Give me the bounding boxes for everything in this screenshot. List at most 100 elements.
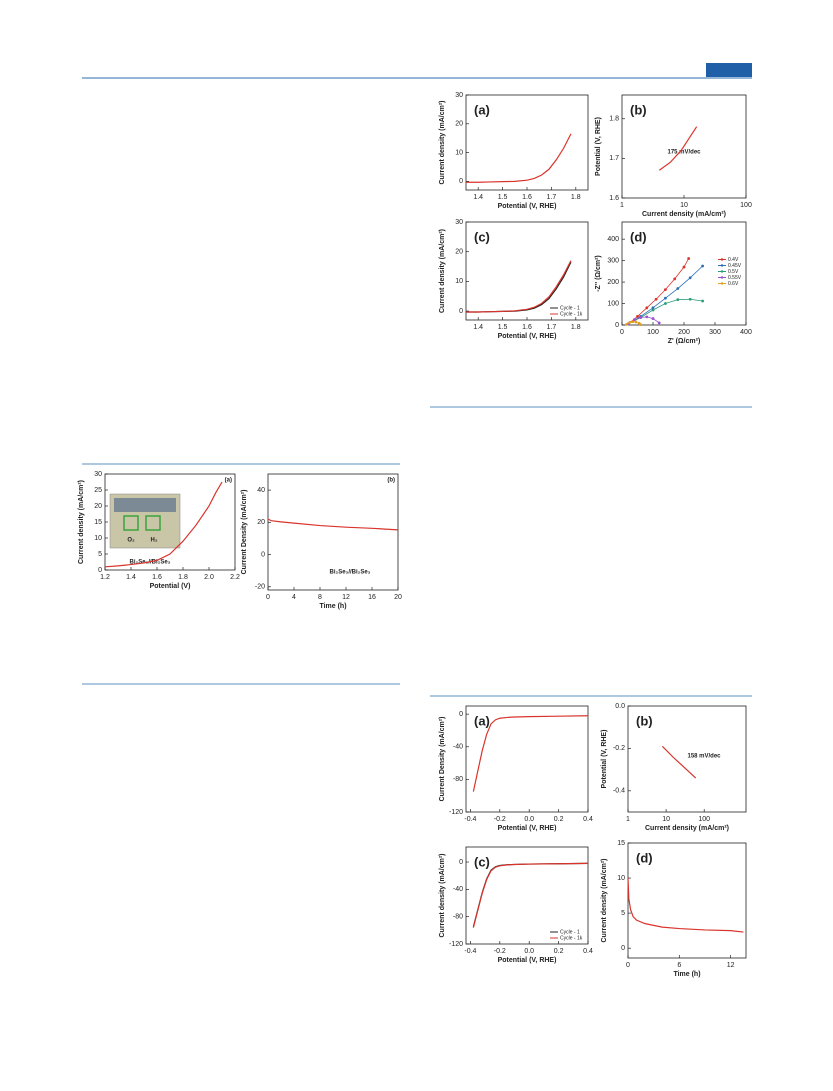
legend-label: 0.4V bbox=[728, 257, 739, 263]
panel-label: (a) bbox=[474, 713, 490, 728]
data-point bbox=[645, 315, 649, 319]
data-line bbox=[472, 715, 589, 792]
x-axis-label: Time (h) bbox=[319, 603, 346, 610]
y-tick-label: 5 bbox=[98, 551, 102, 558]
legend-swatch bbox=[720, 276, 724, 279]
y-tick-label: -0.4 bbox=[613, 788, 625, 795]
panel-label: (b) bbox=[630, 102, 647, 117]
data-point bbox=[639, 323, 642, 326]
x-tick-label: 1.4 bbox=[473, 324, 483, 331]
data-point bbox=[676, 287, 680, 290]
y-tick-label: -20 bbox=[255, 584, 265, 591]
y-tick-label: 0 bbox=[615, 322, 619, 329]
data-point bbox=[651, 308, 655, 312]
legend-label: 0.55V bbox=[728, 275, 742, 281]
panel-label: (a) bbox=[225, 478, 232, 484]
x-tick-label: 2.0 bbox=[204, 574, 214, 581]
x-tick-label: 1.5 bbox=[498, 194, 508, 201]
x-tick-label: 1 bbox=[626, 816, 630, 823]
data-point bbox=[636, 315, 639, 318]
data-point bbox=[701, 264, 704, 268]
inset-label: H₂ bbox=[151, 538, 158, 544]
data-point bbox=[657, 321, 661, 325]
y-tick-label: -120 bbox=[449, 941, 463, 948]
y-axis-label: Current Density (mA/cm²) bbox=[439, 717, 446, 802]
data-line bbox=[267, 518, 399, 531]
y-tick-label: -0.2 bbox=[613, 745, 625, 752]
y-axis-label: -Z'' (Ω/cm²) bbox=[595, 255, 602, 292]
y-tick-label: 20 bbox=[257, 519, 265, 526]
y-tick-label: -80 bbox=[453, 776, 463, 783]
y-tick-label: 15 bbox=[617, 840, 625, 847]
plot-frame bbox=[465, 705, 589, 813]
x-tick-label: 1.6 bbox=[522, 194, 532, 201]
y-tick-label: 1.6 bbox=[609, 195, 619, 202]
legend-swatch bbox=[720, 264, 724, 267]
data-line bbox=[104, 481, 223, 568]
data-point bbox=[701, 299, 704, 303]
x-tick-label: 0.0 bbox=[524, 948, 534, 955]
y-tick-label: -80 bbox=[453, 914, 463, 921]
y-tick-label: 0.0 bbox=[615, 703, 625, 710]
plot-frame bbox=[627, 705, 747, 813]
panel-label: (d) bbox=[630, 229, 647, 244]
x-tick-label: 20 bbox=[394, 594, 402, 601]
x-axis-label: Z' (Ω/cm²) bbox=[668, 338, 701, 345]
data-line bbox=[472, 862, 589, 928]
y-tick-label: 0 bbox=[459, 859, 463, 866]
data-line bbox=[627, 878, 744, 933]
legend-label: Cycle - 1 bbox=[560, 929, 580, 935]
x-tick-label: 1.4 bbox=[473, 194, 483, 201]
y-tick-label: -40 bbox=[453, 744, 463, 751]
inset-label: O₂ bbox=[127, 538, 135, 544]
x-tick-label: 0.4 bbox=[583, 948, 593, 955]
panel-label: (b) bbox=[387, 478, 395, 484]
y-tick-label: 0 bbox=[459, 711, 463, 718]
y-tick-label: 20 bbox=[94, 503, 102, 510]
header-tab bbox=[706, 63, 752, 77]
y-tick-label: 100 bbox=[607, 300, 619, 307]
x-axis-label: Current density (mA/cm²) bbox=[642, 211, 726, 218]
data-point bbox=[625, 322, 629, 326]
y-tick-label: 10 bbox=[617, 875, 625, 882]
x-tick-label: 1.6 bbox=[522, 324, 532, 331]
x-axis-label: Potential (V, RHE) bbox=[498, 825, 557, 832]
y-tick-label: 20 bbox=[455, 249, 463, 256]
data-point bbox=[651, 317, 655, 320]
data-point bbox=[634, 320, 638, 324]
data-line bbox=[466, 260, 572, 313]
plot-frame bbox=[465, 846, 589, 945]
x-tick-label: 0 bbox=[620, 329, 624, 336]
y-tick-label: 25 bbox=[94, 487, 102, 494]
y-axis-label: Current density (mA/cm²) bbox=[601, 858, 608, 942]
x-tick-label: 1.8 bbox=[571, 324, 581, 331]
panel-label: (c) bbox=[474, 229, 490, 244]
y-tick-label: 0 bbox=[621, 945, 625, 952]
annotation: 175 mV/dec bbox=[667, 150, 701, 156]
x-tick-label: 0.0 bbox=[524, 816, 534, 823]
x-tick-label: -0.2 bbox=[494, 948, 506, 955]
data-point bbox=[664, 302, 667, 305]
legend-label: Cycle - 1 bbox=[560, 305, 580, 311]
y-tick-label: 30 bbox=[455, 219, 463, 226]
y-tick-label: 200 bbox=[607, 279, 619, 286]
x-tick-label: 1 bbox=[620, 202, 624, 209]
y-axis-label: Potential (V, RHE) bbox=[595, 117, 602, 176]
legend-swatch bbox=[720, 270, 724, 273]
data-line bbox=[466, 133, 572, 183]
inset-photo-detail bbox=[114, 498, 176, 512]
x-axis-label: Current density (mA/cm²) bbox=[645, 825, 729, 832]
y-tick-label: -40 bbox=[453, 886, 463, 893]
y-axis-label: Current density (mA/cm²) bbox=[78, 480, 85, 564]
x-tick-label: 4 bbox=[292, 594, 296, 601]
data-point bbox=[688, 276, 692, 280]
y-tick-label: 0 bbox=[261, 551, 265, 558]
y-tick-label: 30 bbox=[94, 471, 102, 478]
y-tick-label: 5 bbox=[621, 910, 625, 917]
y-tick-label: -120 bbox=[449, 809, 463, 816]
inset-photo-detail bbox=[123, 515, 139, 531]
x-tick-label: 1.4 bbox=[126, 574, 136, 581]
x-tick-label: -0.2 bbox=[494, 816, 506, 823]
data-point bbox=[631, 320, 635, 324]
